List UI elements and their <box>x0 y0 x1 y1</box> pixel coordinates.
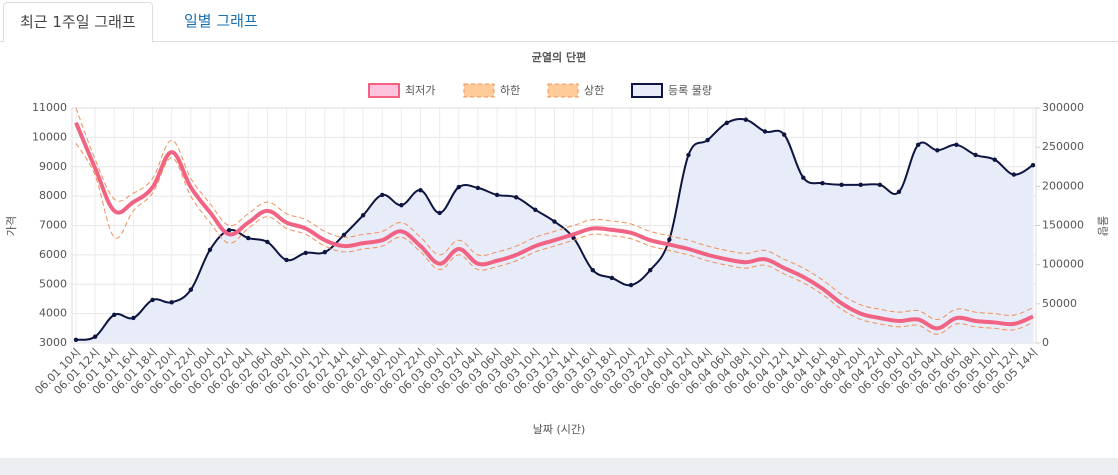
point <box>724 120 729 126</box>
point <box>667 237 672 242</box>
point <box>360 213 366 218</box>
point <box>207 247 213 252</box>
point <box>896 189 902 195</box>
y-tick-label: 10000 <box>32 130 67 143</box>
point <box>188 287 194 292</box>
legend-label: 등록 물량 <box>668 84 712 97</box>
point <box>590 267 595 273</box>
point <box>112 312 117 317</box>
point <box>801 175 806 180</box>
y-axis-title: 가격 <box>5 216 18 236</box>
point <box>494 192 500 198</box>
point <box>1030 162 1036 168</box>
footer-bar <box>0 458 1118 475</box>
point <box>973 152 978 158</box>
point <box>322 249 328 255</box>
y-tick-label: 6000 <box>39 248 67 261</box>
point <box>839 182 844 187</box>
point <box>284 257 289 263</box>
line <box>75 142 1034 335</box>
point <box>781 132 787 137</box>
y2-tick-label: 200000 <box>1042 179 1084 192</box>
legend-swatch <box>463 83 495 98</box>
point <box>169 300 174 305</box>
point <box>380 192 385 198</box>
y2-tick-label: 250000 <box>1042 140 1084 153</box>
point <box>341 232 347 238</box>
point <box>705 137 710 143</box>
y2-tick-label: 50000 <box>1042 297 1077 310</box>
point <box>820 181 825 186</box>
y-tick-label: 4000 <box>39 307 67 320</box>
point <box>418 188 423 193</box>
tab-active[interactable]: 최근 1주일 그래프 <box>3 2 153 43</box>
y-tick-label: 8000 <box>39 189 67 202</box>
legend-label: 최저가 <box>405 84 435 97</box>
y-tick-label: 9000 <box>39 160 67 173</box>
point <box>514 195 519 200</box>
line <box>74 121 1034 331</box>
point <box>265 239 270 245</box>
point <box>858 182 863 187</box>
chart-title: 균열의 단편 <box>532 50 586 64</box>
y2-tick-label: 0 <box>1042 336 1049 349</box>
point <box>686 152 691 158</box>
point <box>73 337 79 343</box>
legend-swatch <box>547 83 579 98</box>
point <box>552 219 557 224</box>
point <box>762 129 768 134</box>
y2-tick-label: 150000 <box>1042 219 1084 232</box>
point <box>399 202 404 208</box>
point <box>628 282 634 288</box>
point <box>743 117 749 122</box>
tab[interactable]: 일별 그래프 <box>184 12 258 30</box>
y-tick-label: 3000 <box>39 336 67 349</box>
point <box>915 142 921 148</box>
tab-bar: 최근 1주일 그래프 일별 그래프 <box>0 0 1118 43</box>
y2-axis-title: 물량 <box>1096 216 1109 236</box>
point <box>992 157 997 162</box>
point <box>150 297 155 303</box>
legend-swatch <box>368 83 400 98</box>
y2-tick-label: 300000 <box>1042 101 1084 114</box>
y2-tick-label: 100000 <box>1042 258 1084 271</box>
y-tick-label: 11000 <box>32 101 67 114</box>
point <box>456 184 461 190</box>
point <box>954 142 959 148</box>
chart: 균열의 단편 날짜 (시간) 가격 물량 3000 4000 5000 6000 700… <box>5 50 1109 436</box>
point <box>533 207 538 213</box>
legend-label: 상한 <box>584 84 604 97</box>
point <box>935 148 940 153</box>
point <box>226 228 232 233</box>
point <box>131 315 136 321</box>
point <box>246 235 251 241</box>
point <box>303 250 308 256</box>
point <box>571 235 576 241</box>
legend-label: 하한 <box>500 83 520 97</box>
point <box>437 210 442 216</box>
point <box>648 267 653 273</box>
point <box>609 275 615 281</box>
x-axis-title: 날짜 (시간) <box>533 423 586 436</box>
y-tick-label: 5000 <box>39 277 67 290</box>
point <box>1011 172 1017 177</box>
point <box>92 334 98 339</box>
point <box>877 182 883 187</box>
line <box>75 107 1034 321</box>
y-tick-label: 7000 <box>39 219 67 232</box>
legend-swatch <box>631 83 663 98</box>
point <box>475 185 481 191</box>
